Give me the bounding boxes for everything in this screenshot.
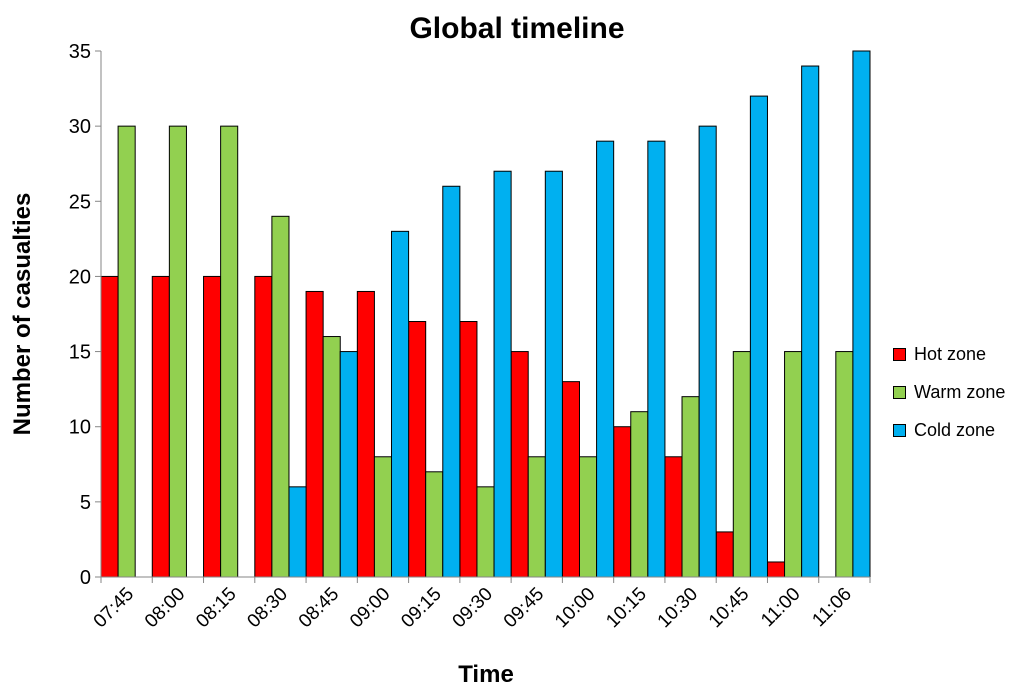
y-tick-label-20: 20 [69, 266, 91, 288]
legend-item-cold: Cold zone [893, 411, 1005, 449]
x-tick-label-0915: 09:15 [397, 584, 445, 632]
bar-cold-zone-0845 [339, 351, 358, 578]
x-tick-label-1000: 10:00 [551, 584, 599, 632]
y-tick-label-35: 35 [69, 41, 91, 63]
bar-hot-zone-0900 [356, 290, 375, 578]
bar-hot-zone-0745 [100, 275, 119, 578]
bar-cold-zone-1030 [698, 125, 717, 578]
legend-item-hot: Hot zone [893, 335, 1005, 373]
legend-swatch-cold [893, 423, 906, 437]
x-tick-label-1030: 10:30 [654, 584, 702, 632]
y-tick-label-30: 30 [69, 116, 91, 138]
x-tick-label-1106: 11:06 [808, 584, 855, 631]
x-tick-label-0830: 08:30 [243, 584, 291, 632]
bar-hot-zone-0930 [459, 321, 478, 578]
bar-cold-zone-1100 [801, 65, 820, 578]
legend-label-cold: Cold zone [914, 419, 996, 440]
bar-warm-zone-1000 [578, 456, 598, 578]
x-tick-label-1015: 10:15 [602, 584, 650, 632]
bar-cold-zone-0915 [442, 185, 461, 578]
bar-hot-zone-1045 [715, 531, 734, 578]
x-tick-label-0815: 08:15 [192, 584, 240, 632]
legend: Hot zone Warm zone Cold zone [893, 335, 1005, 449]
x-tick-label-0745: 07:45 [90, 584, 138, 632]
bar-warm-zone-1045 [732, 351, 751, 578]
bar-hot-zone-1100 [766, 561, 786, 578]
chart-title: Global timeline [409, 12, 625, 45]
bar-warm-zone-0930 [476, 486, 495, 578]
legend-swatch-warm [893, 385, 906, 399]
bar-warm-zone-1015 [630, 411, 649, 578]
bar-warm-zone-1106 [835, 351, 854, 578]
bar-warm-zone-0800 [168, 125, 187, 578]
bar-hot-zone-1030 [664, 456, 683, 578]
bar-warm-zone-1100 [784, 351, 803, 578]
x-tick-label-0845: 08:45 [295, 584, 343, 632]
legend-swatch-hot [893, 347, 906, 361]
bar-hot-zone-0830 [254, 275, 273, 578]
x-tick-label-0945: 09:45 [500, 584, 548, 632]
x-tick-label-0900: 09:00 [346, 584, 394, 632]
bars-layer [100, 50, 871, 578]
bar-warm-zone-0830 [271, 215, 290, 578]
y-tick-label-5: 5 [80, 492, 91, 514]
y-tick-label-25: 25 [69, 191, 91, 213]
bar-cold-zone-0930 [493, 170, 512, 578]
y-tick-label-15: 15 [69, 342, 91, 364]
y-tick-label-0: 0 [80, 567, 91, 589]
bar-hot-zone-0945 [510, 351, 529, 578]
bar-warm-zone-0815 [220, 125, 239, 578]
bar-cold-zone-0900 [391, 230, 410, 578]
bar-hot-zone-0845 [305, 290, 324, 578]
bar-warm-zone-1030 [681, 396, 700, 578]
bar-warm-zone-0945 [527, 456, 546, 578]
bar-warm-zone-0745 [117, 125, 136, 578]
y-tick-label-10: 10 [69, 417, 91, 439]
bar-cold-zone-1045 [749, 95, 768, 578]
x-axis-label: Time [458, 661, 514, 688]
bar-warm-zone-0845 [322, 336, 341, 578]
legend-item-warm: Warm zone [893, 373, 1005, 411]
bar-cold-zone-1015 [647, 140, 666, 578]
legend-label-warm: Warm zone [914, 381, 1006, 402]
bar-cold-zone-1106 [852, 50, 871, 578]
bar-hot-zone-0915 [408, 321, 427, 578]
bar-hot-zone-1015 [613, 426, 632, 578]
bar-cold-zone-0945 [544, 170, 563, 578]
bar-cold-zone-0830 [288, 486, 307, 578]
bar-warm-zone-0900 [373, 456, 393, 578]
legend-label-hot: Hot zone [914, 343, 987, 364]
x-tick-label-0800: 08:00 [141, 584, 189, 632]
bar-hot-zone-0815 [203, 275, 222, 578]
x-tick-label-0930: 09:30 [449, 584, 497, 632]
bar-cold-zone-1000 [596, 140, 615, 578]
x-tick-label-1100: 11:00 [757, 584, 804, 631]
y-axis-label: Number of casualties [9, 193, 36, 436]
bar-hot-zone-0800 [151, 275, 170, 578]
bar-warm-zone-0915 [425, 471, 444, 578]
x-tick-label-1045: 10:45 [705, 584, 753, 632]
bar-hot-zone-1000 [561, 381, 580, 578]
